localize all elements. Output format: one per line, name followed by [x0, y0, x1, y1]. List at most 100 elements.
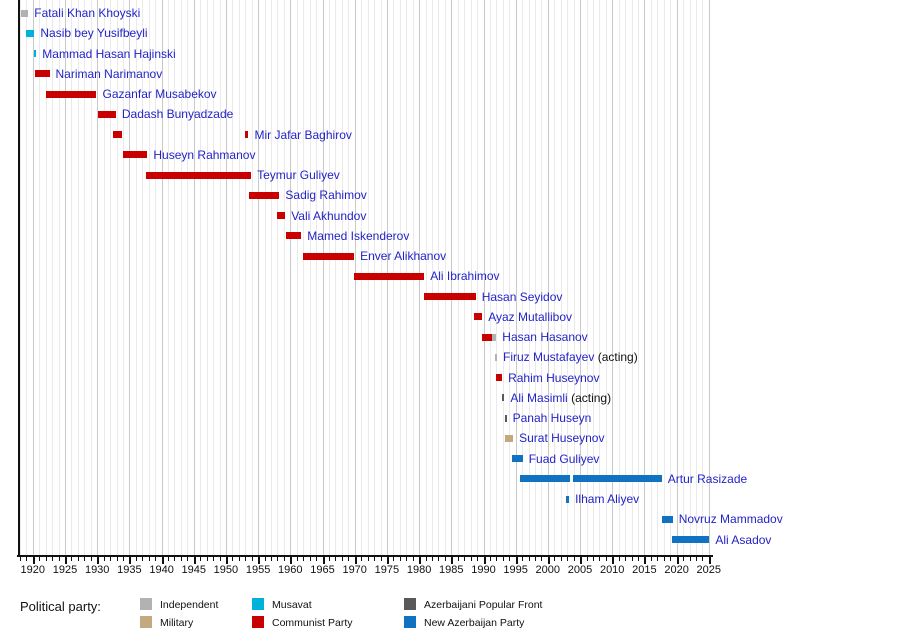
term-bar — [46, 90, 97, 98]
gridline — [599, 0, 601, 555]
axis-tick — [213, 557, 215, 561]
person-label[interactable]: Novruz Mammadov — [678, 512, 783, 527]
person-label[interactable]: Ali Masimli (acting) — [510, 390, 612, 405]
person-label[interactable]: Ayaz Mutallibov — [488, 309, 573, 324]
legend-label: New Azerbaijan Party — [424, 617, 525, 629]
gridline — [477, 0, 478, 555]
person-label[interactable]: Mir Jafar Baghirov — [254, 127, 352, 142]
person-label[interactable]: Fuad Guliyev — [528, 451, 600, 466]
person-label[interactable]: Teymur Guliyev — [257, 168, 340, 182]
gridline — [683, 0, 684, 555]
axis-tick — [271, 557, 272, 561]
gridline — [612, 0, 614, 555]
gridline — [90, 0, 92, 555]
term-bar — [424, 293, 476, 300]
axis-tick — [335, 557, 337, 561]
plot-area: 1920 1925 1930 1935 1940 1945 1950 1955 1960 1965… — [17, 0, 783, 576]
gridline — [26, 0, 28, 555]
axis-tick-label: 1930 — [84, 564, 110, 576]
term-bar — [491, 333, 497, 341]
axis-tick — [135, 557, 137, 561]
axis-tick — [470, 557, 472, 561]
gridline — [258, 0, 260, 555]
axis-tick — [586, 557, 588, 561]
legend-swatch-independent — [140, 598, 152, 610]
person-label[interactable]: Rahim Huseynov — [508, 370, 600, 385]
axis-tick — [399, 557, 401, 561]
person-label[interactable]: Vali Akhundov — [291, 208, 367, 223]
gridline — [515, 0, 517, 555]
term-bar — [504, 434, 514, 442]
gridline — [245, 0, 247, 555]
person-label[interactable]: Hasan Hasanov — [502, 330, 588, 344]
term-bar — [502, 394, 505, 402]
term-bar — [572, 475, 662, 483]
axis-tick — [97, 557, 100, 564]
term-bar — [285, 232, 302, 240]
axis-tick — [393, 557, 395, 561]
gridline — [52, 0, 54, 555]
gridline — [689, 0, 691, 555]
legend-swatch-musavat — [252, 598, 264, 610]
axis-tick — [283, 557, 285, 561]
term-bar — [565, 495, 570, 503]
gridline — [444, 0, 446, 555]
gridline — [676, 0, 678, 555]
person-label[interactable]: Huseyn Rahmanov — [153, 147, 256, 162]
person-label[interactable]: Mamed Iskenderov — [307, 228, 410, 243]
axis-tick — [148, 557, 150, 561]
person-label[interactable]: Firuz Mustafayev (acting) — [503, 350, 638, 365]
person-label[interactable]: Enver Alikhanov — [360, 249, 447, 263]
person-label[interactable]: Hasan Seyidov — [481, 289, 563, 304]
axis-tick — [39, 557, 41, 561]
axis-tick — [348, 557, 350, 561]
axis-tick — [567, 557, 569, 561]
axis-tick — [676, 557, 679, 564]
axis-tick — [367, 557, 369, 561]
axis-tick — [605, 557, 607, 561]
person-label[interactable]: Sadig Rahimov — [285, 188, 367, 203]
gridline — [251, 0, 253, 555]
person-label[interactable]: Ali Asadov — [715, 532, 772, 547]
axis-tick — [419, 557, 422, 564]
gridline — [58, 0, 60, 555]
gridline — [142, 0, 144, 555]
person-label[interactable]: Fatali Khan Khoyski — [34, 6, 141, 20]
gridline — [522, 0, 524, 555]
gridline — [451, 0, 453, 555]
person-label[interactable]: Nasib bey Yusifbeyli — [40, 26, 148, 41]
term-bar — [35, 70, 50, 78]
term-bar — [661, 515, 673, 523]
person-label[interactable]: Surat Huseynov — [519, 431, 605, 446]
gridline — [277, 0, 279, 555]
axis-tick-label: 1935 — [117, 564, 142, 576]
gridline — [695, 0, 697, 555]
axis-tick — [200, 557, 202, 561]
gridline — [155, 0, 157, 555]
axis-tick — [245, 557, 247, 561]
gridline — [547, 0, 549, 555]
axis-tick — [277, 557, 279, 561]
gridline — [238, 0, 240, 555]
gridline — [489, 0, 491, 555]
legend-title: Political party: — [20, 599, 101, 614]
gridline — [290, 0, 292, 555]
axis-tick-label: 2015 — [632, 564, 657, 576]
axis-tick — [116, 557, 118, 561]
person-label[interactable]: Gazanfar Musabekov — [102, 87, 217, 101]
person-label[interactable]: Ilham Aliyev — [575, 492, 640, 506]
axis-tick — [432, 557, 433, 561]
gridline — [39, 0, 41, 555]
person-label[interactable]: Mammad Hasan Hajinski — [42, 46, 176, 61]
person-label[interactable]: Dadash Bunyadzade — [121, 107, 234, 122]
term-bar — [146, 171, 251, 179]
legend: Political party: Independent Military Musa… — [0, 595, 900, 636]
person-label[interactable]: Panah Huseyn — [512, 411, 592, 425]
person-label[interactable]: Ali Ibrahimov — [430, 269, 500, 284]
axis-tick — [663, 557, 665, 561]
gridline — [45, 0, 47, 555]
person-label[interactable]: Artur Rasizade — [667, 471, 748, 486]
person-label[interactable]: Nariman Narimanov — [55, 66, 163, 81]
gridline — [554, 0, 556, 555]
gridline — [567, 0, 569, 555]
